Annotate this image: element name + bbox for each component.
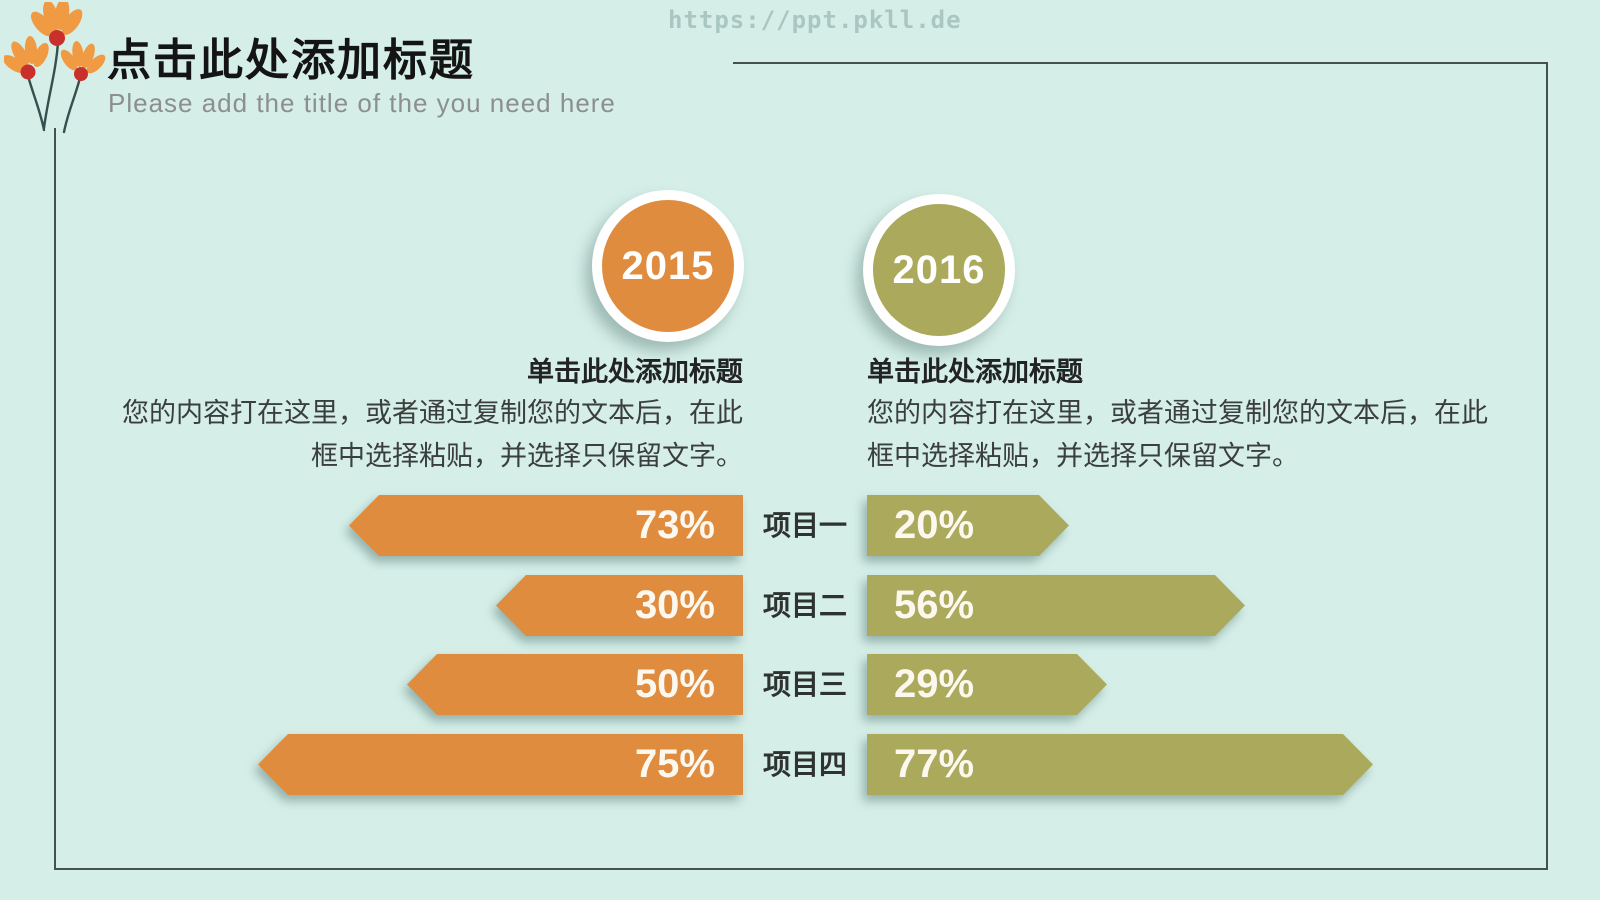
year-badge-2015: 2015 bbox=[592, 190, 744, 342]
bar-value-2016-项目一: 20% bbox=[867, 495, 1069, 556]
bar-value-2016-项目二: 56% bbox=[867, 575, 1245, 636]
frame-line-top bbox=[733, 62, 1548, 64]
watermark-link[interactable]: https://ppt.pkll.de bbox=[668, 6, 962, 34]
section-left-heading: 单击此处添加标题 bbox=[527, 357, 743, 387]
section-left-text: 单击此处添加标题 您的内容打在这里，或者通过复制您的文本后，在此 框中选择粘贴，… bbox=[98, 352, 743, 478]
category-label-1: 项目一 bbox=[762, 510, 847, 541]
category-label-4: 项目四 bbox=[762, 749, 847, 780]
flower-icon bbox=[4, 2, 106, 134]
section-right-body-line2: 框中选择粘贴，并选择只保留文字。 bbox=[867, 441, 1299, 471]
frame-line-right bbox=[1546, 62, 1548, 870]
section-left-body-line2: 框中选择粘贴，并选择只保留文字。 bbox=[311, 441, 743, 471]
page-subtitle: Please add the title of the you need her… bbox=[108, 88, 616, 118]
year-2015-label: 2015 bbox=[621, 243, 715, 288]
category-label-2: 项目二 bbox=[762, 590, 847, 621]
bar-2015-项目二: 30% bbox=[496, 575, 743, 636]
bar-2016-项目二: 56% bbox=[867, 575, 1245, 636]
category-label-3: 项目三 bbox=[762, 669, 847, 700]
bar-2016-项目三: 29% bbox=[867, 654, 1107, 715]
bar-value-2015-项目一: 73% bbox=[349, 495, 743, 556]
bar-2016-项目四: 77% bbox=[867, 734, 1373, 795]
section-right-heading: 单击此处添加标题 bbox=[867, 357, 1083, 387]
bar-2016-项目一: 20% bbox=[867, 495, 1069, 556]
year-badge-2016: 2016 bbox=[863, 194, 1015, 346]
bar-value-2015-项目四: 75% bbox=[258, 734, 743, 795]
frame-line-bottom bbox=[54, 868, 1548, 870]
section-right-body-line1: 您的内容打在这里，或者通过复制您的文本后，在此 bbox=[867, 398, 1488, 428]
year-2016-label: 2016 bbox=[892, 247, 986, 292]
bar-value-2015-项目二: 30% bbox=[496, 575, 743, 636]
section-left-body-line1: 您的内容打在这里，或者通过复制您的文本后，在此 bbox=[122, 398, 743, 428]
bar-2015-项目三: 50% bbox=[407, 654, 743, 715]
section-right-text: 单击此处添加标题 您的内容打在这里，或者通过复制您的文本后，在此 框中选择粘贴，… bbox=[867, 352, 1507, 478]
bar-2015-项目四: 75% bbox=[258, 734, 743, 795]
bar-2015-项目一: 73% bbox=[349, 495, 743, 556]
bar-value-2016-项目四: 77% bbox=[867, 734, 1373, 795]
bar-value-2015-项目三: 50% bbox=[407, 654, 743, 715]
frame-line-left bbox=[54, 128, 56, 868]
bar-value-2016-项目三: 29% bbox=[867, 654, 1107, 715]
page-title: 点击此处添加标题 bbox=[107, 36, 475, 85]
